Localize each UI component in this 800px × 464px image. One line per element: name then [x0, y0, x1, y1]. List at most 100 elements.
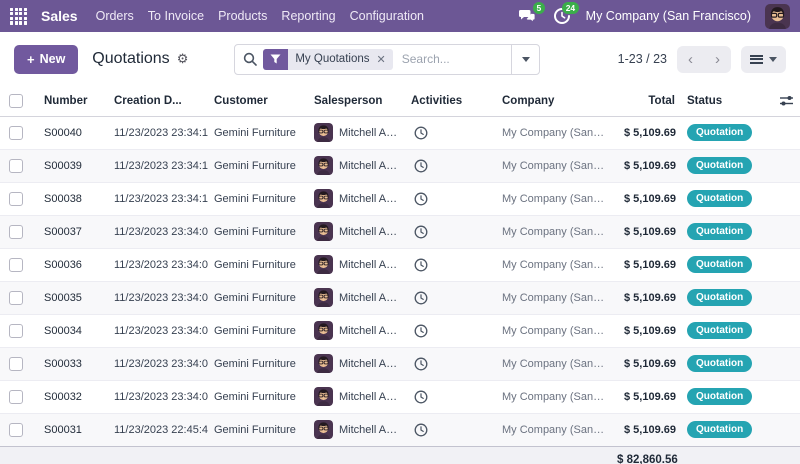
- cell-salesperson[interactable]: Mitchell Admin: [308, 313, 405, 347]
- cell-activities[interactable]: [405, 346, 496, 380]
- cell-total[interactable]: $ 5,109.69: [611, 148, 681, 182]
- menu-reporting[interactable]: Reporting: [281, 9, 336, 23]
- header-status[interactable]: Status: [681, 86, 761, 117]
- facet-remove-icon[interactable]: ✕: [376, 53, 386, 66]
- cell-activities[interactable]: [405, 181, 496, 215]
- cell-number[interactable]: S00034: [38, 313, 108, 347]
- cell-company[interactable]: My Company (San Francisco): [496, 412, 611, 446]
- filter-funnel-icon[interactable]: [263, 48, 289, 70]
- header-select-all[interactable]: [0, 86, 38, 117]
- cell-salesperson[interactable]: Mitchell Admin: [308, 214, 405, 248]
- cell-salesperson[interactable]: Mitchell Admin: [308, 247, 405, 281]
- header-customer[interactable]: Customer: [208, 86, 308, 117]
- cell-total[interactable]: $ 5,109.69: [611, 181, 681, 215]
- cell-customer[interactable]: Gemini Furniture: [208, 148, 308, 182]
- cell-company[interactable]: My Company (San Francisco): [496, 379, 611, 413]
- view-switcher-button[interactable]: [741, 45, 786, 73]
- cell-company[interactable]: My Company (San Francisco): [496, 148, 611, 182]
- row-checkbox[interactable]: [9, 257, 23, 272]
- cell-salesperson[interactable]: Mitchell Admin: [308, 346, 405, 380]
- header-salesperson[interactable]: Salesperson: [308, 86, 405, 117]
- table-row[interactable]: S00040 11/23/2023 23:34:1 Gemini Furnitu…: [0, 116, 800, 149]
- cell-company[interactable]: My Company (San Francisco): [502, 126, 611, 139]
- cell-activities[interactable]: [405, 148, 496, 182]
- table-row[interactable]: S00037 11/23/2023 23:34:0 Gemini Furnitu…: [0, 214, 800, 248]
- search-dropdown-toggle[interactable]: [511, 44, 539, 74]
- header-activities[interactable]: Activities: [405, 86, 496, 117]
- cell-salesperson[interactable]: Mitchell Admin: [308, 379, 405, 413]
- row-checkbox[interactable]: [9, 125, 23, 140]
- cell-customer[interactable]: Gemini Furniture: [208, 412, 308, 446]
- cell-number[interactable]: S00033: [38, 346, 108, 380]
- new-button[interactable]: + New: [14, 44, 79, 74]
- header-total[interactable]: Total: [611, 86, 681, 117]
- header-optional-columns[interactable]: [761, 86, 800, 117]
- cell-total[interactable]: $ 5,109.69: [624, 126, 676, 139]
- row-checkbox[interactable]: [9, 422, 23, 437]
- menu-to-invoice[interactable]: To Invoice: [147, 9, 205, 23]
- cell-company[interactable]: My Company (San Francisco): [496, 346, 611, 380]
- cell-customer[interactable]: Gemini Furniture: [208, 181, 308, 215]
- cell-company[interactable]: My Company (San Francisco): [496, 280, 611, 314]
- row-checkbox[interactable]: [9, 356, 23, 371]
- cell-total[interactable]: $ 5,109.69: [611, 346, 681, 380]
- cell-creation-date[interactable]: 11/23/2023 23:34:0: [108, 214, 208, 248]
- cell-total[interactable]: $ 5,109.69: [611, 379, 681, 413]
- cell-creation-date[interactable]: 11/23/2023 23:34:1: [108, 148, 208, 182]
- cell-company[interactable]: My Company (San Francisco): [496, 247, 611, 281]
- cell-activities[interactable]: [405, 214, 496, 248]
- cell-customer[interactable]: Gemini Furniture: [208, 214, 308, 248]
- pager-next-button[interactable]: ›: [704, 46, 731, 73]
- cell-creation-date[interactable]: 11/23/2023 23:34:0: [108, 313, 208, 347]
- cell-salesperson[interactable]: Mitchell Admin: [308, 181, 405, 215]
- activities-button[interactable]: 24: [552, 2, 579, 26]
- row-checkbox[interactable]: [9, 158, 23, 173]
- table-row[interactable]: S00035 11/23/2023 23:34:0 Gemini Furnitu…: [0, 280, 800, 314]
- cell-creation-date[interactable]: 11/23/2023 23:34:1: [108, 181, 208, 215]
- cell-number[interactable]: S00031: [38, 412, 108, 446]
- cell-customer[interactable]: Gemini Furniture: [208, 280, 308, 314]
- header-company[interactable]: Company: [496, 86, 611, 117]
- table-row[interactable]: S00034 11/23/2023 23:34:0 Gemini Furnitu…: [0, 313, 800, 347]
- cell-activities[interactable]: [405, 313, 496, 347]
- messages-button[interactable]: 5: [518, 2, 545, 26]
- cell-creation-date[interactable]: 11/23/2023 23:34:0: [108, 280, 208, 314]
- header-creation-date[interactable]: Creation D...: [108, 86, 208, 117]
- menu-orders[interactable]: Orders: [95, 9, 134, 23]
- cell-total[interactable]: $ 5,109.69: [611, 412, 681, 446]
- cell-customer[interactable]: Gemini Furniture: [214, 126, 296, 139]
- table-row[interactable]: S00036 11/23/2023 23:34:0 Gemini Furnitu…: [0, 247, 800, 281]
- cell-customer[interactable]: Gemini Furniture: [208, 379, 308, 413]
- cell-customer[interactable]: Gemini Furniture: [208, 313, 308, 347]
- cell-number[interactable]: S00040: [44, 126, 82, 139]
- apps-menu-icon[interactable]: [10, 7, 27, 25]
- cell-creation-date[interactable]: 11/23/2023 22:45:4: [108, 412, 208, 446]
- cell-activities[interactable]: [405, 379, 496, 413]
- cell-number[interactable]: S00037: [38, 214, 108, 248]
- cell-salesperson[interactable]: Mitchell Admin: [308, 148, 405, 182]
- cell-total[interactable]: $ 5,109.69: [611, 214, 681, 248]
- cell-customer[interactable]: Gemini Furniture: [208, 247, 308, 281]
- row-checkbox[interactable]: [9, 389, 23, 404]
- cell-creation-date[interactable]: 11/23/2023 23:34:1: [114, 126, 208, 139]
- search-bar[interactable]: My Quotations ✕ Search...: [234, 43, 541, 75]
- cell-total[interactable]: $ 5,109.69: [611, 247, 681, 281]
- cell-company[interactable]: My Company (San Francisco): [496, 181, 611, 215]
- cell-activities[interactable]: [405, 247, 496, 281]
- cell-company[interactable]: My Company (San Francisco): [496, 214, 611, 248]
- cell-salesperson[interactable]: Mitchell Admin: [308, 116, 405, 149]
- pager-previous-button[interactable]: ‹: [677, 46, 704, 73]
- select-all-checkbox[interactable]: [9, 93, 23, 108]
- cell-number[interactable]: S00038: [38, 181, 108, 215]
- row-checkbox[interactable]: [9, 224, 23, 239]
- cell-number[interactable]: S00032: [38, 379, 108, 413]
- cell-activities[interactable]: [405, 412, 496, 446]
- cell-activities[interactable]: [405, 280, 496, 314]
- cell-total[interactable]: $ 5,109.69: [611, 313, 681, 347]
- row-checkbox[interactable]: [9, 290, 23, 305]
- cell-activities[interactable]: [405, 116, 496, 149]
- table-row[interactable]: S00039 11/23/2023 23:34:1 Gemini Furnitu…: [0, 148, 800, 182]
- table-row[interactable]: S00032 11/23/2023 23:34:0 Gemini Furnitu…: [0, 379, 800, 413]
- cell-total[interactable]: $ 5,109.69: [611, 280, 681, 314]
- cell-salesperson[interactable]: Mitchell Admin: [308, 280, 405, 314]
